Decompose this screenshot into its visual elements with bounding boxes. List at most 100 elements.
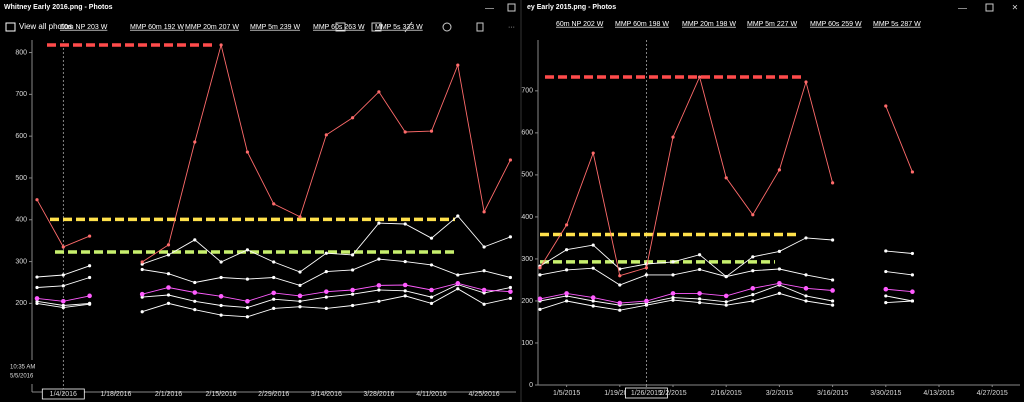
delete-icon[interactable]: [476, 22, 484, 32]
data-point: [88, 301, 92, 305]
data-point: [456, 273, 460, 277]
data-point: [140, 267, 144, 272]
data-point: [297, 293, 303, 299]
data-point: [698, 75, 702, 79]
chart: 0 100 200 300 400 500 600 700 1/5/2015 1/19/20151…: [521, 21, 1020, 399]
legend-entry: MMP 60s 259 W: [810, 21, 862, 28]
minimize-button[interactable]: —: [958, 2, 967, 12]
legend-entry: MMP 20m 198 W: [682, 21, 736, 28]
data-point: [219, 43, 223, 47]
data-point: [377, 299, 381, 303]
data-point: [61, 298, 66, 304]
data-point: [482, 245, 486, 249]
data-point: [804, 299, 808, 303]
data-point: [351, 116, 355, 120]
data-point: [910, 289, 915, 295]
data-point: [482, 210, 486, 214]
data-point: [218, 293, 224, 299]
data-point: [34, 296, 40, 301]
data-point: [192, 290, 198, 295]
data-point: [193, 140, 197, 144]
data-point: [377, 288, 381, 292]
data-point: [481, 287, 487, 293]
data-point: [508, 235, 512, 239]
data-point: [617, 300, 623, 306]
data-point: [482, 302, 486, 306]
data-point: [245, 298, 250, 304]
window-title: Whitney Early 2016.png - Photos: [4, 4, 113, 11]
y-tick-label: 300: [15, 258, 27, 265]
data-point: [644, 266, 649, 270]
x-tick-label: 1/4/2016: [50, 391, 77, 398]
close-button[interactable]: ×: [1012, 3, 1018, 14]
data-point: [724, 303, 728, 307]
data-point: [272, 275, 276, 280]
data-point: [910, 299, 915, 303]
data-point: [671, 260, 675, 264]
data-point: [272, 202, 276, 206]
slideshow-icon[interactable]: [371, 22, 382, 32]
view-all-photos[interactable]: View all photos: [19, 22, 73, 31]
more-icon[interactable]: ···: [508, 24, 515, 31]
y-tick-label: 700: [521, 88, 533, 95]
data-point: [751, 213, 755, 217]
data-point: [777, 281, 782, 286]
legend-entry: MMP 60m 198 W: [615, 21, 669, 28]
data-point: [456, 214, 460, 218]
data-point: [565, 299, 569, 303]
data-point: [565, 268, 569, 272]
data-point: [751, 293, 755, 297]
data-point: [618, 267, 622, 271]
data-point: [429, 295, 434, 299]
data-point: [884, 104, 888, 108]
data-point: [35, 198, 39, 202]
left-window: [0, 0, 520, 402]
data-point: [482, 269, 486, 273]
maximize-button[interactable]: [507, 3, 516, 12]
series-line: [539, 267, 913, 286]
x-tick-label: 1/18/2016: [100, 391, 131, 398]
data-point: [910, 273, 915, 277]
data-point: [193, 308, 197, 312]
data-point: [565, 248, 569, 252]
data-point: [35, 275, 39, 279]
data-point: [671, 295, 675, 300]
minimize-button[interactable]: —: [485, 2, 494, 12]
photos-icon[interactable]: [5, 22, 16, 32]
data-point: [376, 283, 382, 288]
share-icon[interactable]: [335, 22, 346, 32]
x-tick-label: 2/15/2016: [206, 391, 237, 398]
clock-time: 10:35 AM: [10, 365, 35, 371]
data-point: [883, 286, 889, 292]
data-point: [831, 238, 835, 242]
x-tick-label: 4/11/2016: [416, 391, 447, 398]
y-tick-label: 200: [15, 300, 27, 307]
data-point: [830, 288, 835, 293]
data-point: [272, 306, 276, 311]
data-point: [884, 249, 888, 253]
data-point: [35, 285, 39, 290]
rotate-icon[interactable]: [442, 22, 452, 32]
edit-icon[interactable]: [404, 21, 413, 33]
data-point: [884, 294, 888, 298]
data-point: [88, 264, 92, 268]
chart: 200 300 400 500 600 700 800 1/4/2016 1/18/2016 2/…: [15, 40, 516, 400]
y-tick-label: 500: [521, 172, 533, 179]
data-point: [245, 277, 249, 281]
data-point: [298, 305, 302, 309]
data-point: [298, 215, 302, 219]
data-point: [698, 301, 702, 305]
data-point: [219, 275, 223, 280]
data-point: [698, 253, 702, 257]
maximize-button[interactable]: [985, 3, 994, 12]
data-point: [324, 306, 328, 311]
data-point: [429, 301, 434, 305]
data-point: [193, 280, 197, 285]
data-point: [429, 236, 434, 240]
data-point: [591, 299, 595, 303]
data-point: [508, 289, 513, 294]
series-line: [539, 237, 913, 278]
data-point: [644, 273, 649, 277]
data-point: [698, 297, 702, 301]
